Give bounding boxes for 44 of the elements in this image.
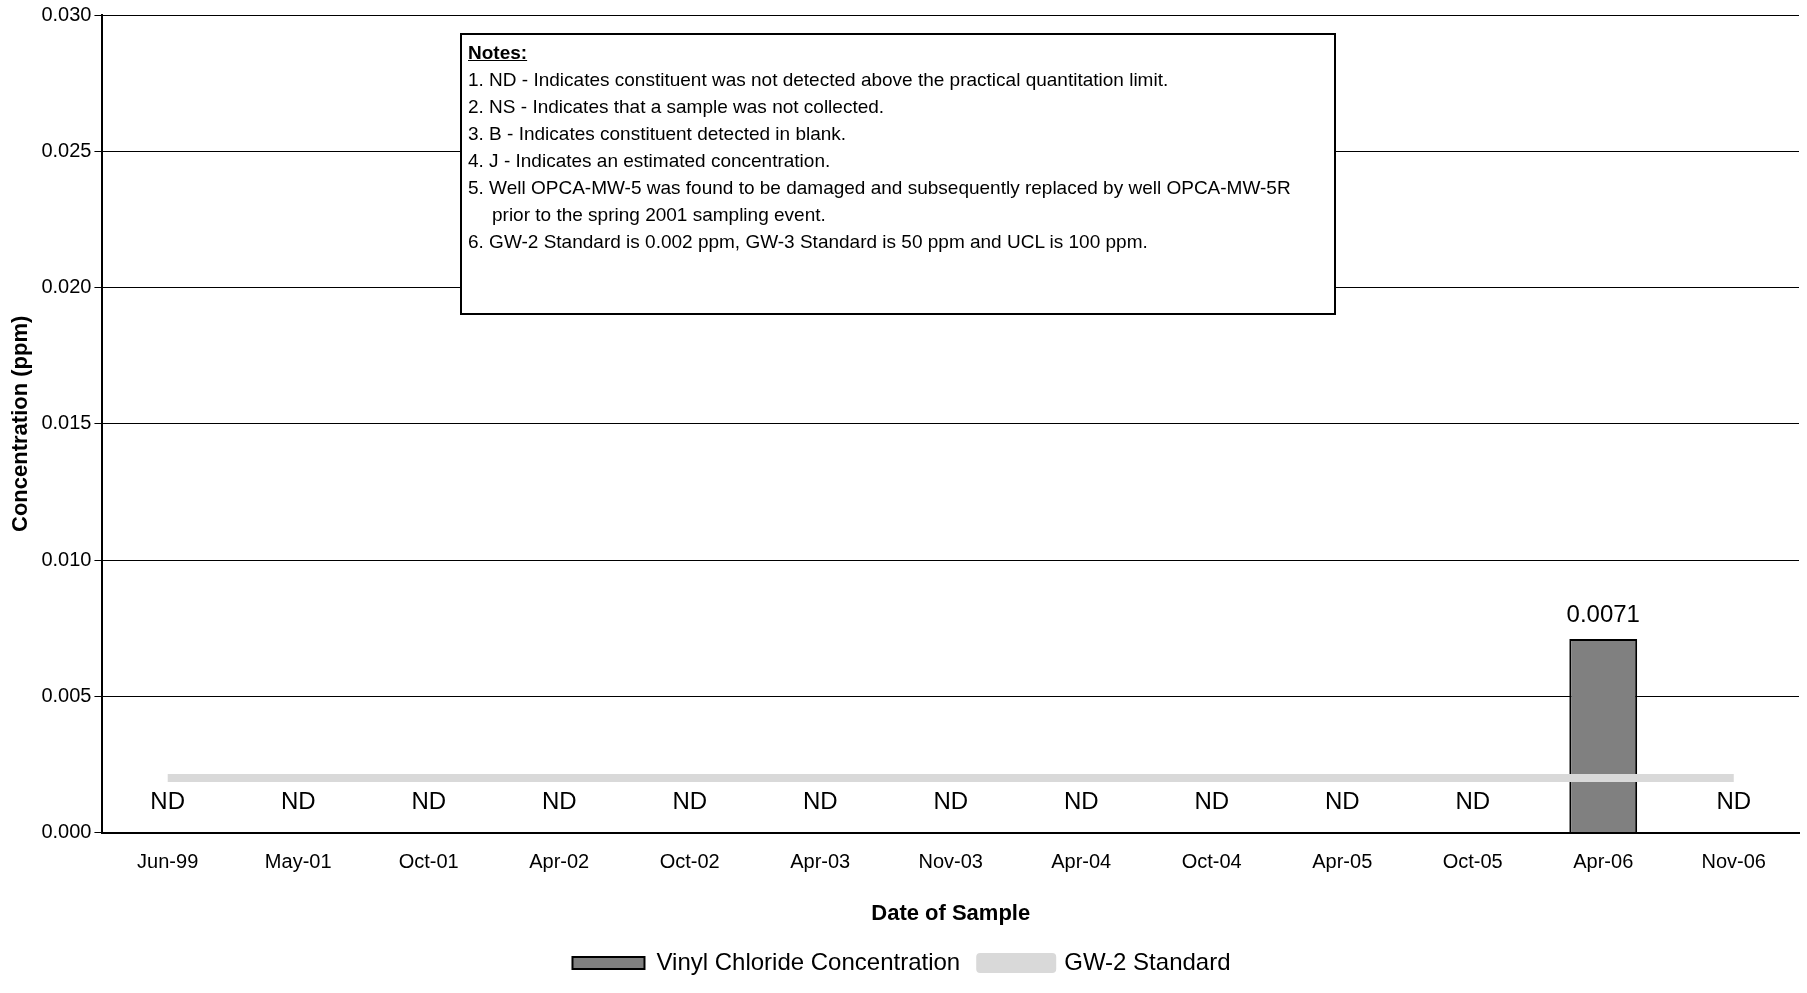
legend-label: Vinyl Chloride Concentration bbox=[656, 947, 961, 975]
x-axis-title: Date of Sample bbox=[871, 899, 1031, 925]
x-tick-label: Nov-06 bbox=[1701, 850, 1766, 873]
y-tick-label: 0.000 bbox=[41, 820, 92, 843]
y-tick-label: 0.010 bbox=[41, 547, 92, 570]
text: ND bbox=[672, 787, 708, 815]
annotation: 5. Well OPCA-MW-5 was found to be damaged and subsequently replaced by well OPCA-MW-5R prior to the spring 2001 sampling event. bbox=[468, 176, 1292, 227]
text: ND bbox=[1194, 787, 1230, 815]
x-tick-label: Apr-06 bbox=[1573, 850, 1634, 873]
text: ND bbox=[1324, 787, 1360, 815]
text: ND bbox=[1455, 787, 1491, 815]
x-tick-label: Apr-02 bbox=[529, 850, 590, 873]
y-tick-label: 0.020 bbox=[41, 275, 92, 298]
text: ND bbox=[541, 787, 577, 815]
text: ND bbox=[1716, 787, 1752, 815]
text: ND bbox=[802, 787, 838, 815]
x-tick-label: Oct-04 bbox=[1181, 850, 1242, 873]
x-tick-label: Oct-05 bbox=[1442, 850, 1503, 873]
annotation: Notes: bbox=[468, 41, 529, 65]
annotation: 4. J - Indicates an estimated concentration. bbox=[468, 149, 832, 173]
y-tick-label: 0.005 bbox=[41, 683, 92, 706]
data-label: 0.0071 bbox=[1566, 599, 1640, 627]
text: ND bbox=[1063, 787, 1099, 815]
annotation: 3. B - Indicates constituent detected in blank. bbox=[468, 122, 848, 146]
x-tick-label: Oct-02 bbox=[659, 850, 720, 873]
x-tick-label: May-01 bbox=[264, 850, 332, 873]
annotation: 2. NS - Indicates that a sample was not collected. bbox=[468, 95, 886, 119]
legend-label: GW-2 Standard bbox=[1064, 947, 1231, 975]
y-tick-label: 0.025 bbox=[41, 138, 92, 161]
text: ND bbox=[933, 787, 969, 815]
text: ND bbox=[280, 787, 316, 815]
text: ND bbox=[150, 787, 186, 815]
x-tick-label: Nov-03 bbox=[918, 850, 983, 873]
y-tick-label: 0.015 bbox=[41, 411, 92, 434]
x-tick-label: Oct-01 bbox=[398, 850, 459, 873]
text: ND bbox=[411, 787, 447, 815]
y-axis-title: Concentration (ppm) bbox=[7, 315, 33, 532]
x-tick-label: Jun-99 bbox=[137, 850, 199, 873]
x-tick-label: Apr-03 bbox=[790, 850, 851, 873]
x-tick-label: Apr-05 bbox=[1312, 850, 1373, 873]
annotation: 1. ND - Indicates constituent was not detected above the practical quantitation limit. bbox=[468, 68, 1170, 92]
annotation: 6. GW-2 Standard is 0.002 ppm, GW-3 Standard is 50 ppm and UCL is 100 ppm. bbox=[468, 230, 1149, 254]
x-tick-label: Apr-04 bbox=[1051, 850, 1112, 873]
y-tick-label: 0.030 bbox=[41, 2, 92, 25]
